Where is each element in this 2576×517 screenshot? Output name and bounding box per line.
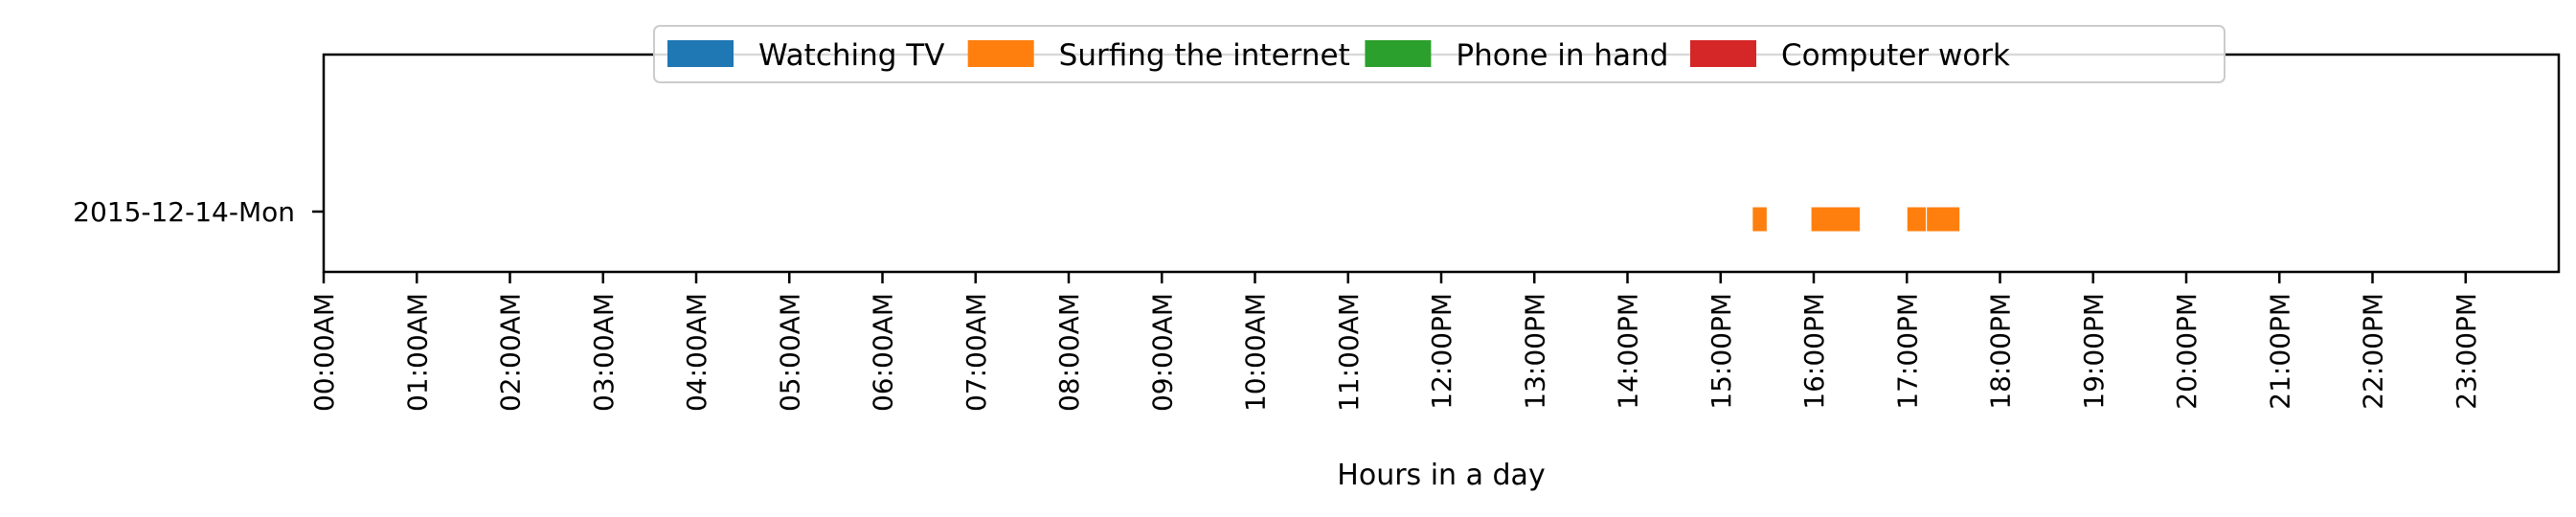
bars-layer <box>1751 206 1961 233</box>
x-tick-label: 00:00AM <box>308 293 340 412</box>
x-tick-label: 06:00AM <box>868 293 899 412</box>
x-tick-label: 19:00PM <box>2078 293 2110 410</box>
x-tick-label: 18:00PM <box>1985 293 2017 410</box>
x-tick-label: 21:00PM <box>2264 293 2295 410</box>
x-tick-label: 17:00PM <box>1891 293 1923 410</box>
x-tick-label: 03:00AM <box>588 293 620 412</box>
legend-label: Computer work <box>1781 38 2010 73</box>
activity-bar <box>1810 206 1862 233</box>
x-tick-label: 04:00AM <box>681 293 712 412</box>
legend-label: Watching TV <box>758 38 944 73</box>
x-tick-label: 23:00PM <box>2451 293 2482 410</box>
activity-bar <box>1751 206 1768 233</box>
x-tick-label: 05:00AM <box>774 293 805 412</box>
x-tick-label: 07:00AM <box>960 293 992 412</box>
legend-swatch <box>1365 40 1432 67</box>
x-tick-label: 01:00AM <box>401 293 433 412</box>
legend-swatch <box>667 40 734 67</box>
x-tick-label: 20:00PM <box>2171 293 2203 410</box>
x-tick-label: 02:00AM <box>495 293 527 412</box>
x-tick-label: 11:00AM <box>1333 293 1365 412</box>
legend-box <box>653 25 2226 83</box>
x-tick-label: 09:00AM <box>1146 293 1178 412</box>
x-axis: 00:00AM 01:00AM 02:00AM 03:00AM 04:00AM 05:00… <box>308 272 2482 412</box>
x-tick-label: 12:00PM <box>1426 293 1457 410</box>
legend-swatch <box>967 40 1034 67</box>
y-tick-label: 2015-12-14-Mon <box>73 196 295 228</box>
x-tick-label: 13:00PM <box>1519 293 1550 410</box>
x-tick-label: 08:00AM <box>1053 293 1085 412</box>
x-tick-label: 22:00PM <box>2358 293 2389 410</box>
legend-label: Surfing the internet <box>1059 38 1350 73</box>
x-tick-label: 10:00AM <box>1240 293 1272 412</box>
x-tick-label: 16:00PM <box>1798 293 1830 410</box>
activity-bar <box>1906 206 1928 233</box>
x-tick-label: 15:00PM <box>1706 293 1737 410</box>
x-tick-label: 14:00PM <box>1613 293 1644 410</box>
legend: Watching TV Surfing the internet Phone in … <box>653 25 2226 83</box>
y-axis: 2015-12-14-Mon <box>73 196 324 228</box>
x-axis-label: Hours in a day <box>1337 459 1545 492</box>
plot-frame <box>322 53 2561 274</box>
activity-bar <box>1926 206 1961 233</box>
legend-label: Phone in hand <box>1456 38 1668 73</box>
legend-swatch <box>1690 40 1756 67</box>
